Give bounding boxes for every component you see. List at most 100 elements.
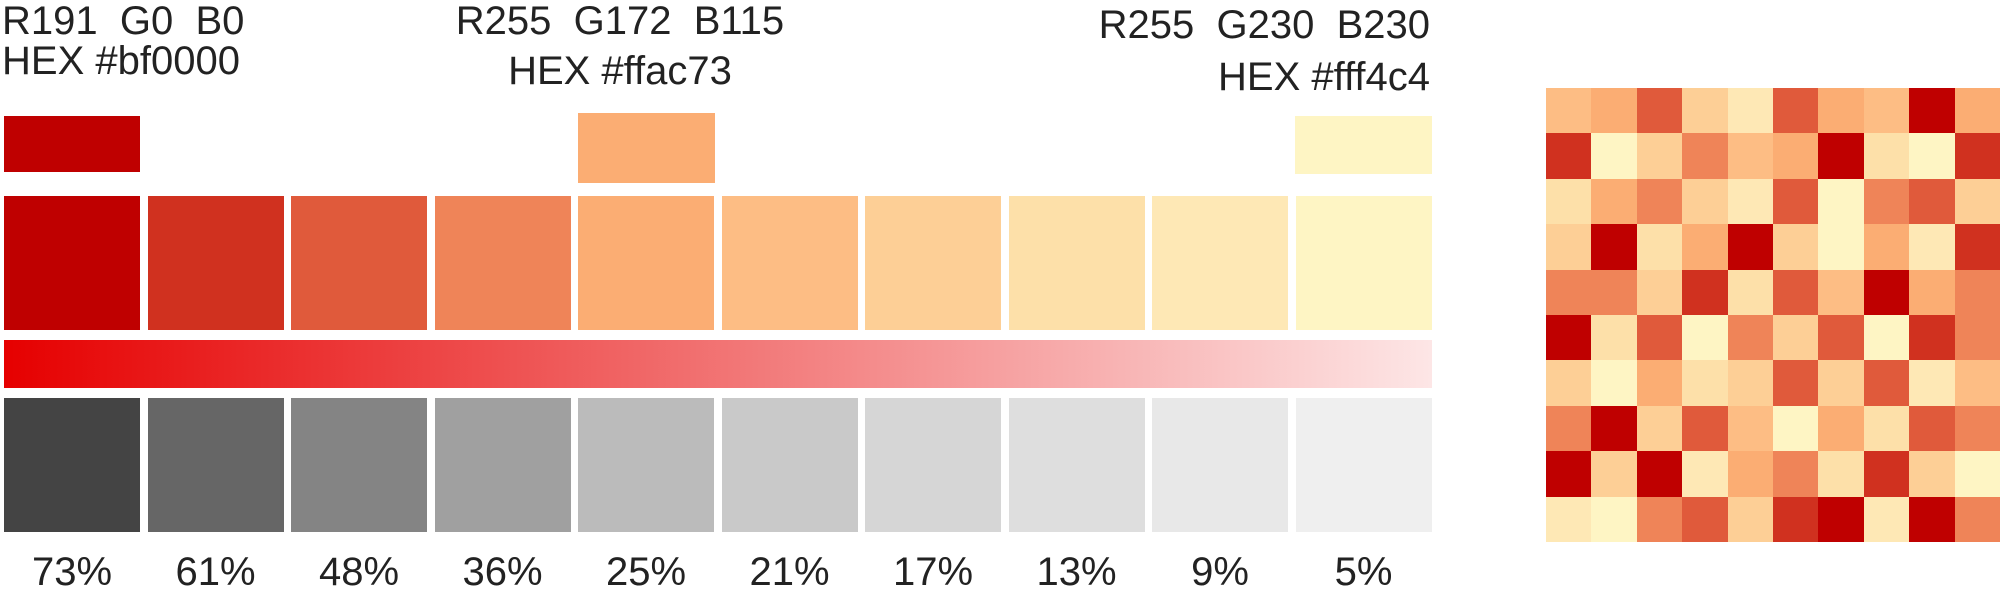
percentage-label: 48% <box>318 550 400 594</box>
ramp-swatch <box>578 196 714 330</box>
gray-swatch <box>1152 398 1288 532</box>
gray-swatch <box>578 398 714 532</box>
mosaic-tile <box>1863 269 1910 315</box>
mosaic-tile <box>1682 224 1728 270</box>
gray-swatch <box>1008 398 1145 532</box>
ramp-swatch <box>1295 196 1432 330</box>
mosaic-tile <box>1591 269 1637 315</box>
mosaic-tile <box>1546 315 1592 361</box>
mosaic-tile <box>1818 224 1864 270</box>
mosaic-tile <box>1818 133 1864 179</box>
mosaic-tile <box>1546 224 1592 270</box>
mosaic-tile <box>1773 496 1819 542</box>
mosaic-tile <box>1863 224 1910 270</box>
mosaic-tile <box>1818 88 1864 134</box>
mosaic-tile <box>1682 405 1728 452</box>
mosaic-tile <box>1636 405 1683 452</box>
mosaic-tile <box>1818 405 1864 452</box>
ramp-swatch <box>865 196 1001 330</box>
mosaic-tile <box>1909 133 1955 179</box>
mosaic-tile <box>1773 315 1819 361</box>
mosaic-tile <box>1954 224 2000 270</box>
color-mosaic <box>1546 88 2000 542</box>
mosaic-tile <box>1546 178 1592 225</box>
mosaic-tile <box>1954 315 2000 361</box>
right-hex-label: HEX #fff4c4 <box>1218 55 1430 99</box>
mosaic-tile <box>1863 451 1910 497</box>
mosaic-tile <box>1591 405 1637 452</box>
mosaic-tile <box>1773 405 1819 452</box>
gray-swatch <box>434 398 571 532</box>
mosaic-tile <box>1591 133 1637 179</box>
mosaic-tile <box>1636 496 1683 542</box>
mosaic-tile <box>1727 269 1773 315</box>
mosaic-tile <box>1682 133 1728 179</box>
mosaic-tile <box>1636 451 1683 497</box>
mosaic-tile <box>1863 88 1910 134</box>
percentage-label: 36% <box>462 550 543 594</box>
mosaic-tile <box>1954 451 2000 497</box>
mosaic-tile <box>1636 88 1683 134</box>
mosaic-tile <box>1682 360 1728 406</box>
left-hex-label: HEX #bf0000 <box>2 39 240 83</box>
mosaic-tile <box>1863 133 1910 179</box>
mosaic-tile <box>1546 269 1592 315</box>
mosaic-tile <box>1682 269 1728 315</box>
gray-swatch <box>721 398 858 532</box>
right-rgb-label: R255 G230 B230 <box>1098 3 1430 47</box>
mosaic-tile <box>1909 88 1955 134</box>
ramp-swatch <box>4 196 140 330</box>
mosaic-tile <box>1773 269 1819 315</box>
mosaic-tile <box>1727 133 1773 179</box>
top-swatch-dark <box>4 116 140 172</box>
mosaic-tile <box>1727 405 1773 452</box>
top-swatch-light <box>1295 116 1432 174</box>
mosaic-tile <box>1591 315 1637 361</box>
mosaic-tile <box>1636 133 1683 179</box>
mosaic-tile <box>1546 451 1592 497</box>
left-rgb-label: R191 G0 B0 <box>2 0 245 43</box>
mid-rgb-label: R255 G172 B115 <box>455 0 785 43</box>
mosaic-tile <box>1773 178 1819 225</box>
mosaic-tile <box>1591 451 1637 497</box>
ramp-swatch <box>434 196 571 330</box>
mosaic-tile <box>1773 360 1819 406</box>
mosaic-tile <box>1727 178 1773 225</box>
mosaic-tile <box>1727 315 1773 361</box>
percentage-label: 73% <box>31 550 113 594</box>
mosaic-tile <box>1954 88 2000 134</box>
mosaic-tile <box>1954 360 2000 406</box>
mosaic-tile <box>1818 496 1864 542</box>
mosaic-tile <box>1591 360 1637 406</box>
mosaic-tile <box>1863 360 1910 406</box>
mosaic-tile <box>1591 88 1637 134</box>
gray-swatch <box>4 398 140 532</box>
mosaic-tile <box>1546 88 1592 134</box>
mosaic-tile <box>1909 224 1955 270</box>
mosaic-tile <box>1682 496 1728 542</box>
mosaic-tile <box>1863 496 1910 542</box>
mosaic-tile <box>1773 451 1819 497</box>
mosaic-tile <box>1682 451 1728 497</box>
mosaic-tile <box>1773 224 1819 270</box>
mosaic-tile <box>1636 315 1683 361</box>
mid-hex-label: HEX #ffac73 <box>508 49 732 93</box>
mosaic-tile <box>1727 88 1773 134</box>
mosaic-tile <box>1909 315 1955 361</box>
mosaic-tile <box>1954 178 2000 225</box>
percentage-label: 21% <box>749 550 830 594</box>
mosaic-tile <box>1636 178 1683 225</box>
mosaic-tile <box>1954 269 2000 315</box>
percentage-label: 61% <box>175 550 256 594</box>
top-swatch-mid <box>578 113 715 183</box>
percentage-label: 17% <box>892 550 974 594</box>
mosaic-tile <box>1863 178 1910 225</box>
mosaic-tile <box>1591 178 1637 225</box>
gray-swatch <box>291 398 427 532</box>
mosaic-tile <box>1909 496 1955 542</box>
ramp-swatch <box>1008 196 1145 330</box>
mosaic-tile <box>1591 224 1637 270</box>
ramp-swatch <box>147 196 284 330</box>
mosaic-tile <box>1682 88 1728 134</box>
mosaic-tile <box>1909 360 1955 406</box>
